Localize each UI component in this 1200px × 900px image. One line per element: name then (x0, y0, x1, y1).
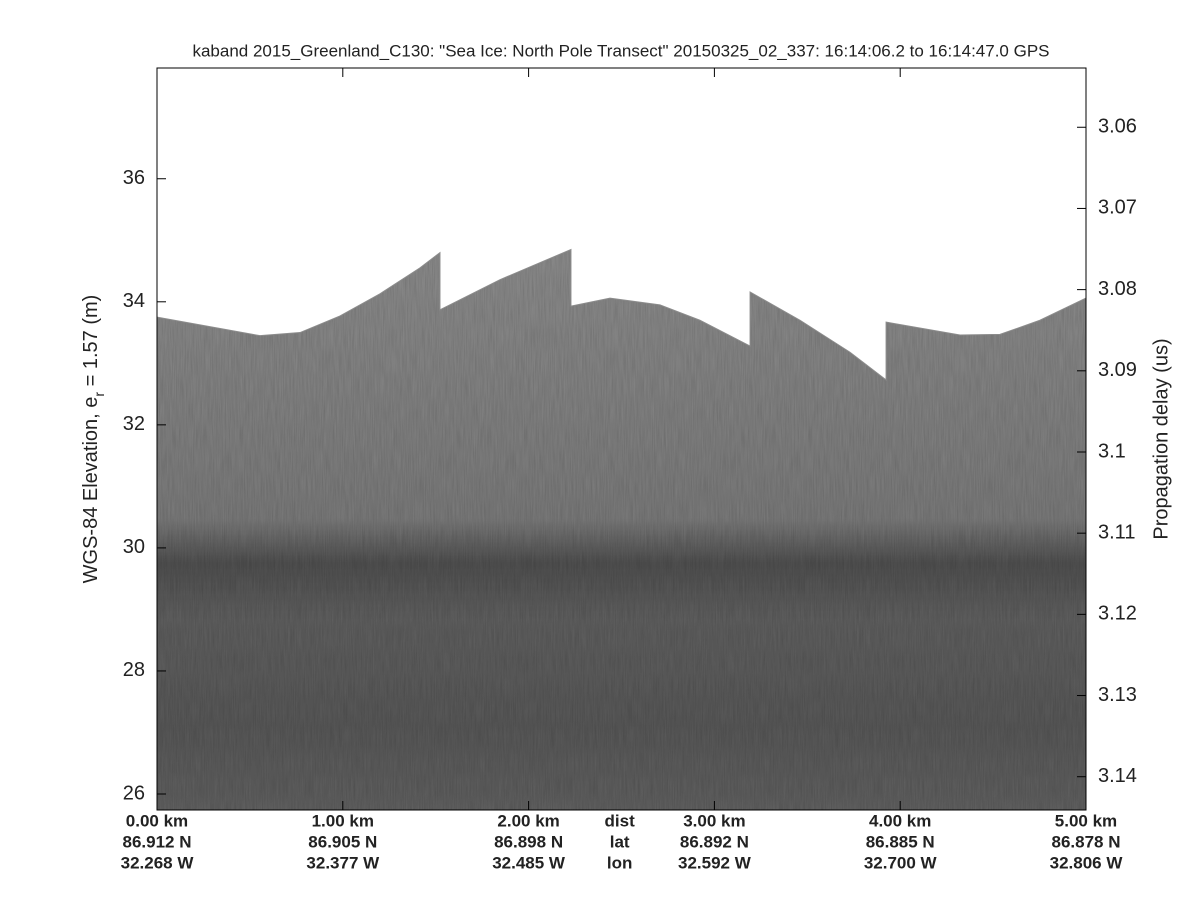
y2-tick-label: 3.14 (1098, 765, 1137, 787)
x-tick-label: 3.00 km (683, 811, 745, 830)
y2-tick-label: 3.12 (1098, 603, 1137, 625)
x-tick-lat: 86.905 N (308, 832, 377, 851)
y2-tick-label: 3.06 (1098, 116, 1137, 138)
y-tick-label: 34 (123, 290, 145, 312)
x-tick-lon: 32.806 W (1050, 853, 1124, 872)
y2-tick-label: 3.09 (1098, 359, 1137, 381)
y-tick-label: 26 (123, 782, 145, 804)
echogram-image (157, 249, 1086, 810)
y2-tick-label: 3.13 (1098, 684, 1137, 706)
plot-area (156, 248, 1087, 810)
y2-tick-label: 3.11 (1098, 521, 1135, 543)
plot-frame (156, 67, 1087, 811)
y-label-text: = 1.57 (m) (80, 295, 102, 392)
row-label: dist (605, 811, 636, 830)
row-label: lon (607, 853, 633, 872)
y-label-subscript: r (91, 392, 107, 397)
x-tick-label: 1.00 km (312, 811, 374, 830)
y2-tick-label: 3.08 (1098, 278, 1137, 300)
row-label: lat (610, 832, 630, 851)
y-tick-label: 32 (123, 413, 145, 435)
y-tick-label: 28 (123, 659, 145, 681)
surface-line (156, 248, 1087, 381)
y2-tick-label: 3.1 (1098, 440, 1126, 462)
x-tick-label: 5.00 km (1055, 811, 1117, 830)
y-label-text: WGS-84 Elevation, e (80, 397, 102, 584)
chart-title: kaband 2015_Greenland_C130: "Sea Ice: No… (192, 41, 1049, 60)
x-tick-lon: 32.700 W (864, 853, 938, 872)
x-tick-lon: 32.268 W (121, 853, 195, 872)
x-tick-lon: 32.592 W (678, 853, 752, 872)
y2-tick-label: 3.07 (1098, 197, 1137, 219)
x-tick-lat: 86.898 N (494, 832, 563, 851)
x-tick-label: 2.00 km (497, 811, 559, 830)
y-tick-label: 30 (123, 536, 145, 558)
y-tick-label: 36 (123, 167, 145, 189)
x-tick-lat: 86.878 N (1052, 832, 1121, 851)
x-tick-label: 0.00 km (126, 811, 188, 830)
x-tick-label: 4.00 km (869, 811, 931, 830)
x-tick-lat: 86.892 N (680, 832, 749, 851)
x-tick-lat: 86.912 N (123, 832, 192, 851)
y-axis-label: WGS-84 Elevation, er = 1.57 (m) (80, 295, 106, 584)
x-tick-lon: 32.377 W (306, 853, 380, 872)
x-tick-lat: 86.885 N (866, 832, 935, 851)
y2-axis-label: Propagation delay (us) (1150, 338, 1172, 539)
x-tick-lon: 32.485 W (492, 853, 566, 872)
